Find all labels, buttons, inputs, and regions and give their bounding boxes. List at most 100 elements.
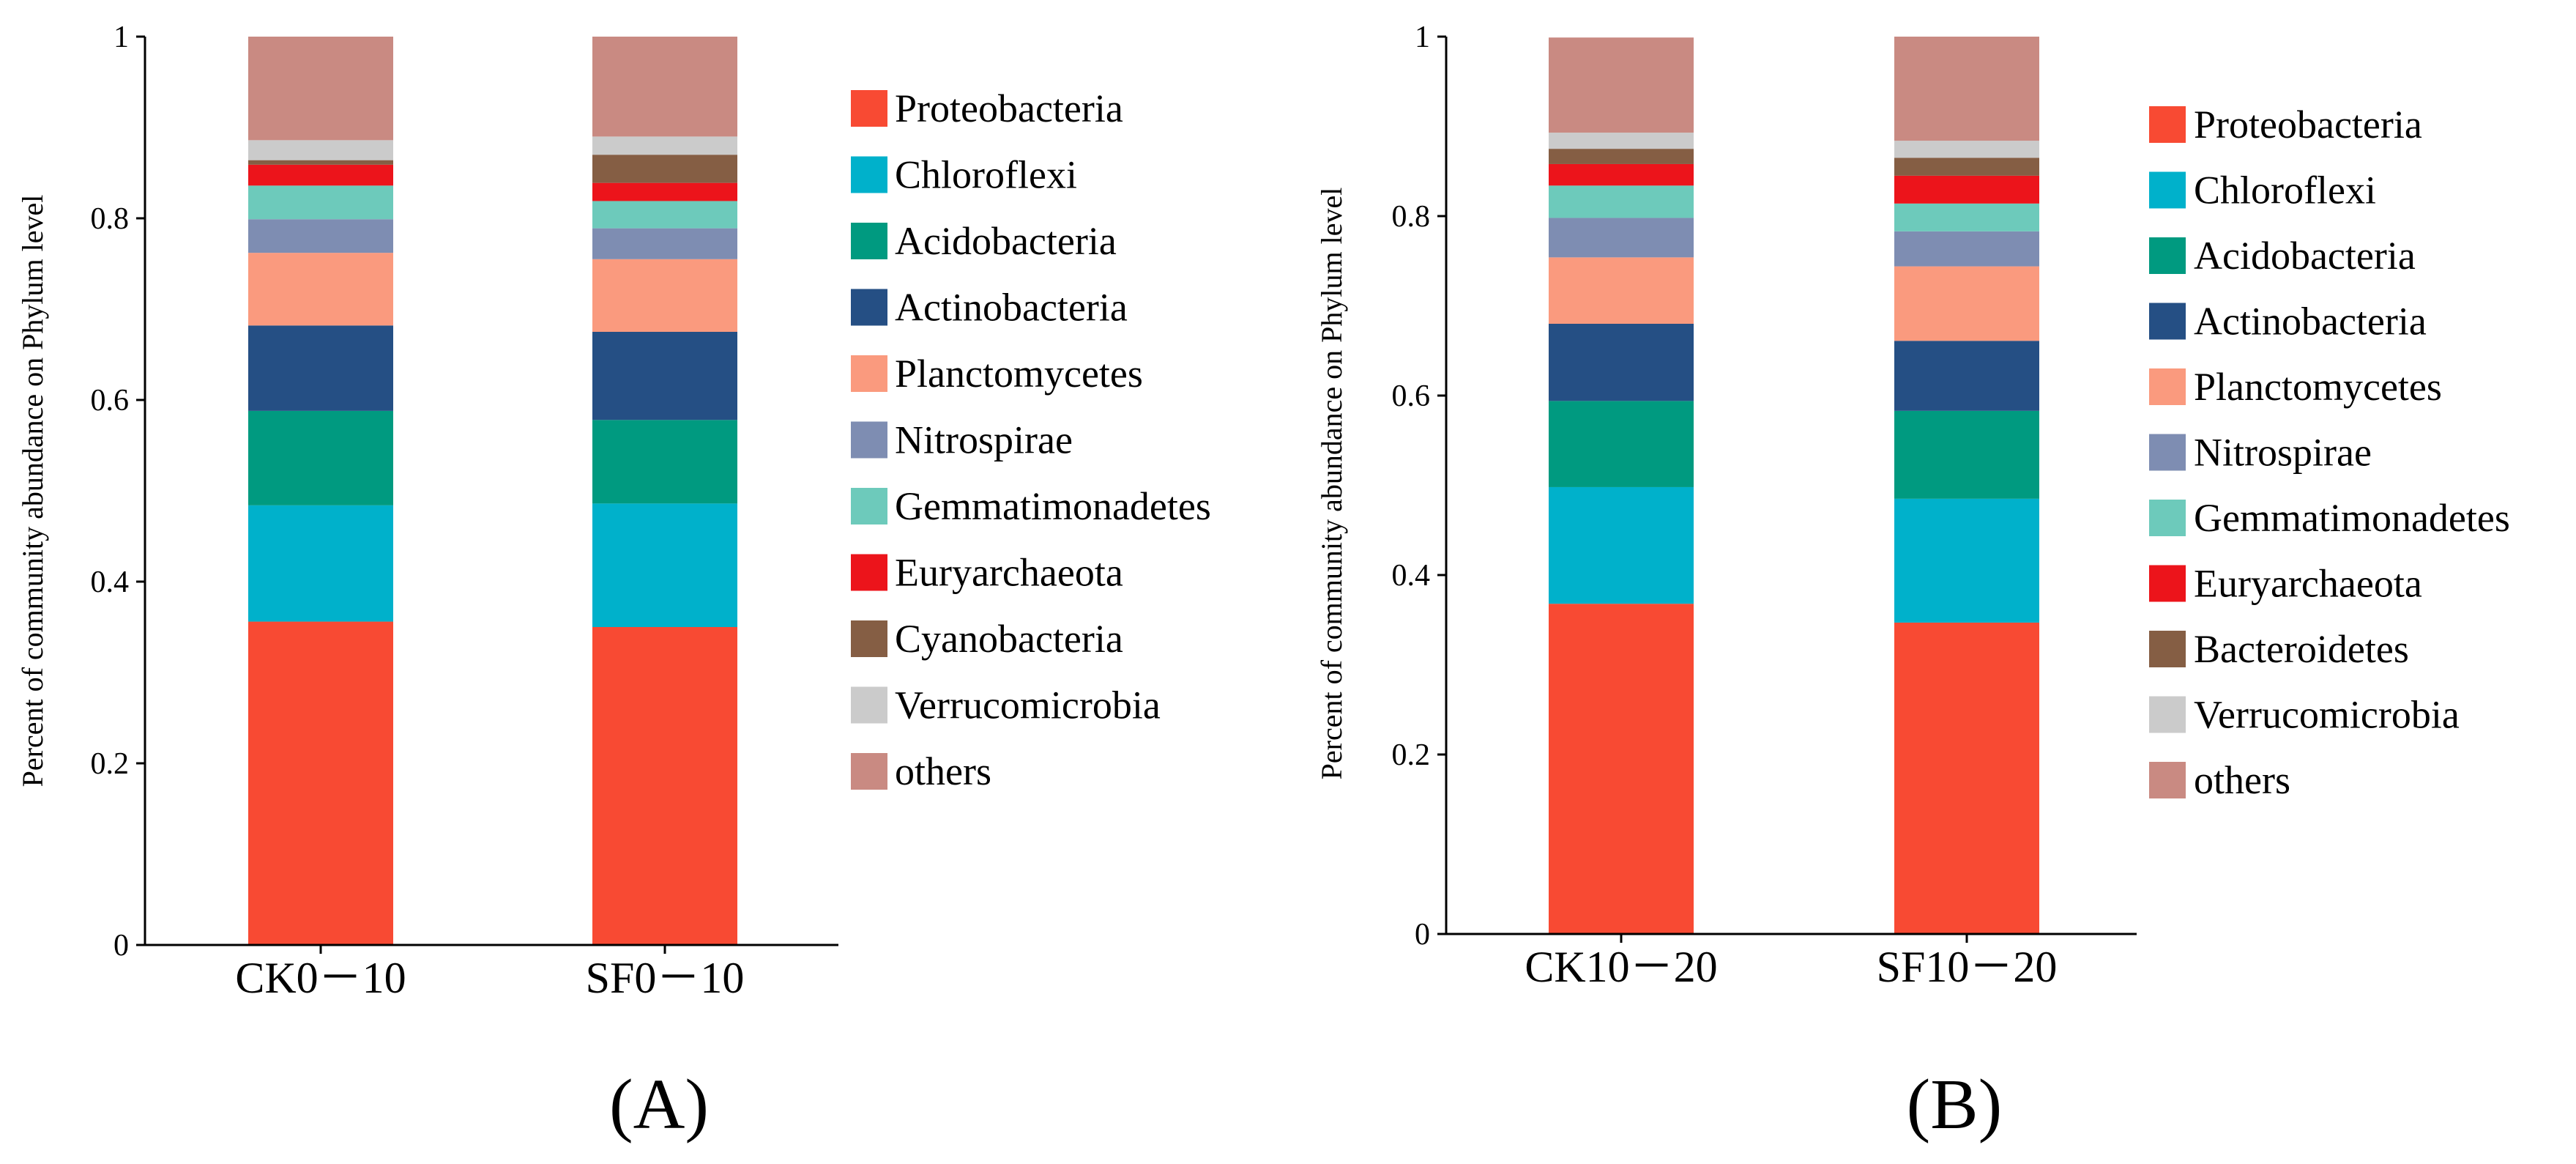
bar-ck0-10-acidobacteria xyxy=(248,410,393,505)
legend-label-verrucomicrobia: Verrucomicrobia xyxy=(895,683,1161,727)
y-tick-label: 1 xyxy=(113,21,129,54)
legend-swatch-verrucomicrobia xyxy=(851,686,887,724)
bar-sf0-10-acidobacteria xyxy=(592,420,737,504)
y-axis-title: Percent of community abundance on Phylum… xyxy=(1315,188,1348,780)
bar-sf0-10-verrucomicrobia xyxy=(592,136,737,155)
legend-label-chloroflexi: Chloroflexi xyxy=(2194,168,2376,212)
legend-swatch-cyanobacteria xyxy=(851,620,887,657)
x-tick-label-sf0-10: SF0－10 xyxy=(586,954,745,1002)
legend-label-planctomycetes: Planctomycetes xyxy=(895,352,1143,396)
legend-label-others: others xyxy=(895,749,991,793)
legend-label-cyanobacteria: Cyanobacteria xyxy=(895,617,1123,661)
y-tick-label: 0 xyxy=(113,929,129,963)
bar-sf0-10-euryarchaeota xyxy=(592,182,737,201)
x-tick-label-ck10-20: CK10－20 xyxy=(1525,943,1717,991)
legend-swatch-others xyxy=(2149,762,2186,798)
bar-sf10-20-planctomycetes xyxy=(1894,266,2039,341)
legend-swatch-verrucomicrobia xyxy=(2149,696,2186,733)
y-tick-label: 0.4 xyxy=(1392,559,1431,593)
legend-label-verrucomicrobia: Verrucomicrobia xyxy=(2194,693,2460,737)
legend-label-others: others xyxy=(2194,758,2290,802)
y-tick-label: 0.4 xyxy=(91,566,130,599)
legend-label-gemmatimonadetes: Gemmatimonadetes xyxy=(895,484,1211,528)
legend-label-actinobacteria: Actinobacteria xyxy=(2194,300,2427,344)
bar-ck0-10-proteobacteria xyxy=(248,621,393,945)
bar-sf0-10-gemmatimonadetes xyxy=(592,201,737,229)
legend-label-bacteroidetes: Bacteroidetes xyxy=(2194,627,2409,671)
chart-panel-b: 0 0.2 0.4 0.6 0.8 1 CK10－20 SF10－20 Percent of c… xyxy=(1315,21,2510,1144)
bar-ck0-10-cyanobacteria xyxy=(248,160,393,165)
legend-swatch-actinobacteria xyxy=(851,289,887,326)
x-tick-label-ck0-10: CK0－10 xyxy=(235,954,406,1002)
legend-label-euryarchaeota: Euryarchaeota xyxy=(2194,562,2422,606)
legend-label-chloroflexi: Chloroflexi xyxy=(895,153,1077,197)
y-tick-label: 1 xyxy=(1415,21,1430,54)
y-axis-title: Percent of community abundance on Phylum… xyxy=(16,195,49,787)
bar-sf0-10-chloroflexi xyxy=(592,503,737,627)
legend-swatch-proteobacteria xyxy=(2149,106,2186,143)
bar-sf0-10-cyanobacteria xyxy=(592,155,737,183)
bar-sf0-10-nitrospirae xyxy=(592,228,737,259)
legend-label-planctomycetes: Planctomycetes xyxy=(2194,365,2442,409)
bar-sf0-10-planctomycetes xyxy=(592,259,737,332)
legend-swatch-bacteroidetes xyxy=(2149,631,2186,667)
bar-sf0-10-actinobacteria xyxy=(592,332,737,420)
y-tick-label: 0.8 xyxy=(91,202,130,236)
legend-swatch-acidobacteria xyxy=(851,223,887,259)
bar-ck10-20-proteobacteria xyxy=(1549,604,1694,934)
y-tick-label: 0.2 xyxy=(1392,738,1431,772)
legend-swatch-gemmatimonadetes xyxy=(851,488,887,524)
bar-sf0-10-others xyxy=(592,37,737,137)
legend-label-proteobacteria: Proteobacteria xyxy=(2194,103,2422,147)
legend-label-nitrospirae: Nitrospirae xyxy=(895,418,1073,462)
bar-sf10-20-nitrospirae xyxy=(1894,231,2039,267)
chart-panel-a: 0 0.2 0.4 0.6 0.8 1 CK0－10 SF0－10 Percent of com… xyxy=(16,21,1211,1144)
legend-swatch-nitrospirae xyxy=(851,421,887,459)
bar-ck0-10-verrucomicrobia xyxy=(248,140,393,160)
legend-label-acidobacteria: Acidobacteria xyxy=(2194,234,2416,278)
legend-swatch-planctomycetes xyxy=(851,355,887,392)
bar-ck0-10-gemmatimonadetes xyxy=(248,185,393,220)
y-tick-label: 0.2 xyxy=(91,747,130,781)
bar-ck0-10-others xyxy=(248,37,393,141)
bar-ck10-20-bacteroidetes xyxy=(1549,149,1694,164)
bar-ck10-20-actinobacteria xyxy=(1549,324,1694,401)
legend-swatch-euryarchaeota xyxy=(851,554,887,591)
y-tick-label: 0.6 xyxy=(91,384,130,418)
bar-ck10-20-others xyxy=(1549,37,1694,133)
legend-swatch-actinobacteria xyxy=(2149,303,2186,340)
bar-ck0-10-chloroflexi xyxy=(248,505,393,622)
bar-sf10-20-acidobacteria xyxy=(1894,410,2039,499)
bar-ck0-10-nitrospirae xyxy=(248,219,393,253)
legend-swatch-proteobacteria xyxy=(851,90,887,127)
y-tick-label: 0.6 xyxy=(1392,379,1431,413)
bar-ck0-10-actinobacteria xyxy=(248,325,393,411)
bar-ck10-20-acidobacteria xyxy=(1549,401,1694,487)
bar-sf0-10-proteobacteria xyxy=(592,627,737,945)
bar-sf10-20-gemmatimonadetes xyxy=(1894,203,2039,231)
bar-ck10-20-gemmatimonadetes xyxy=(1549,185,1694,218)
legend-label-gemmatimonadetes: Gemmatimonadetes xyxy=(2194,496,2510,540)
legend-label-nitrospirae: Nitrospirae xyxy=(2194,431,2372,475)
bar-sf10-20-proteobacteria xyxy=(1894,622,2039,934)
legend-swatch-chloroflexi xyxy=(2149,171,2186,209)
panel-label-b: (B) xyxy=(1907,1065,2003,1144)
legend-swatch-chloroflexi xyxy=(851,156,887,193)
bar-sf10-20-others xyxy=(1894,37,2039,141)
x-tick-label-sf10-20: SF10－20 xyxy=(1877,943,2058,991)
bar-sf10-20-verrucomicrobia xyxy=(1894,141,2039,158)
y-tick-label: 0 xyxy=(1415,918,1430,952)
bar-ck10-20-chloroflexi xyxy=(1549,486,1694,604)
legend-swatch-euryarchaeota xyxy=(2149,565,2186,602)
legend-swatch-gemmatimonadetes xyxy=(2149,500,2186,536)
legend-label-acidobacteria: Acidobacteria xyxy=(895,219,1117,263)
legend-label-actinobacteria: Actinobacteria xyxy=(895,286,1128,330)
bar-sf10-20-actinobacteria xyxy=(1894,341,2039,411)
bar-ck10-20-verrucomicrobia xyxy=(1549,133,1694,149)
bar-ck0-10-euryarchaeota xyxy=(248,164,393,186)
legend-swatch-acidobacteria xyxy=(2149,237,2186,274)
bar-sf10-20-euryarchaeota xyxy=(1894,175,2039,204)
